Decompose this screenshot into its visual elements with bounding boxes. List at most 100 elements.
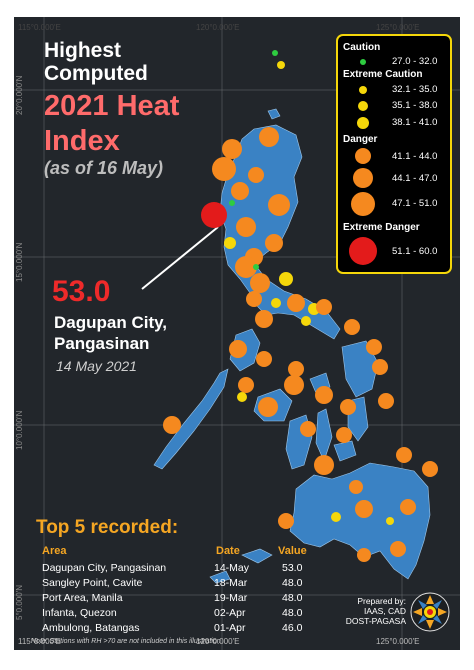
title-line-1: Highest [44, 39, 122, 62]
station-marker-extreme-caution [301, 316, 311, 326]
map-frame: 115°0.000'E 120°0.000'E 125°0.000'E 115°… [14, 17, 460, 650]
station-marker-extreme-caution [279, 272, 293, 286]
tick-bottom-115: 115°0.000'E [18, 637, 61, 646]
station-marker-danger [231, 182, 249, 200]
station-marker-danger [390, 541, 406, 557]
station-marker-danger [250, 273, 270, 293]
station-marker-danger [378, 393, 394, 409]
prepared-line-3: DOST-PAGASA [345, 616, 406, 626]
tick-left-5: 5°0.000'N [15, 585, 24, 620]
prepared-by: Prepared by: IAAS, CAD DOST-PAGASA [332, 596, 406, 626]
station-marker-danger [357, 548, 371, 562]
tick-left-10: 10°0.000'N [15, 410, 24, 450]
prepared-line-2: IAAS, CAD [363, 606, 406, 616]
legend-caution-range: 27.0 - 32.0 [392, 56, 438, 67]
station-marker-extreme-caution [237, 392, 247, 402]
legend-extreme-caution-range-2: 35.1 - 38.0 [392, 100, 438, 111]
highlight-location-line-1: Dagupan City, [54, 313, 168, 332]
station-marker-danger [236, 217, 256, 237]
land-palawan [153, 368, 229, 470]
station-marker-extreme-caution [271, 298, 281, 308]
station-marker-danger [246, 291, 262, 307]
pointer-line [141, 226, 219, 290]
top5-row-2-area: Sangley Point, Cavite [42, 577, 143, 589]
legend-extreme-danger-title: Extreme Danger [343, 222, 420, 233]
top5-row-3-date: 19-Mar [214, 592, 248, 604]
station-marker-danger [340, 399, 356, 415]
legend-danger-swatch-1 [355, 148, 371, 164]
top5-row-1-date: 14-May [214, 562, 250, 574]
station-marker-danger [288, 361, 304, 377]
land-samar [341, 340, 379, 398]
top5-header-area: Area [42, 545, 67, 557]
station-marker-extreme-caution [331, 512, 341, 522]
station-marker-danger [229, 340, 247, 358]
station-marker-danger [256, 351, 272, 367]
legend-danger-range-2: 44.1 - 47.0 [392, 173, 438, 184]
map-canvas [14, 17, 460, 650]
title-line-3: 2021 Heat [44, 90, 180, 122]
legend-extreme-caution-swatch-3 [357, 117, 369, 129]
pagasa-logo-icon [410, 592, 450, 632]
station-marker-danger [287, 294, 305, 312]
legend-danger-title: Danger [343, 134, 378, 145]
station-marker-caution [272, 50, 278, 56]
station-marker-danger [366, 339, 382, 355]
top5-row-5-area: Ambulong, Batangas [42, 622, 140, 634]
highlight-location-line-2: Pangasinan [54, 334, 150, 353]
highlight-value: 53.0 [52, 275, 111, 308]
station-marker-danger [258, 397, 278, 417]
top5-header-date: Date [216, 545, 240, 557]
top5-header-value: Value [278, 545, 307, 557]
legend: Caution 27.0 - 32.0 Extreme Caution 32.1… [336, 34, 452, 274]
land-bohol [333, 440, 357, 462]
land-cebu [315, 408, 333, 462]
tick-bottom-125: 125°0.000'E [376, 637, 420, 646]
station-marker-danger [400, 499, 416, 515]
station-marker-danger [315, 386, 333, 404]
station-marker-danger [238, 377, 254, 393]
station-marker-danger [349, 480, 363, 494]
station-marker-danger [316, 299, 332, 315]
station-marker-extreme-caution [386, 517, 394, 525]
legend-extreme-caution-swatch-1 [359, 86, 367, 94]
land-babuyan [267, 108, 281, 120]
station-markers [163, 50, 438, 562]
station-marker-danger [300, 421, 316, 437]
top5-row-2-date: 18-Mar [214, 577, 248, 589]
station-marker-danger [235, 256, 257, 278]
top5-row-1-value: 53.0 [282, 562, 303, 574]
top5-row-1-area: Dagupan City, Pangasinan [42, 562, 167, 574]
land-sulu [241, 548, 273, 564]
tick-top-125: 125°0.000'E [376, 23, 420, 32]
station-marker-danger [163, 416, 181, 434]
station-marker-danger [396, 447, 412, 463]
prepared-line-1: Prepared by: [357, 596, 406, 606]
station-marker-danger [265, 234, 283, 252]
top5-row-3-area: Port Area, Manila [42, 592, 123, 604]
station-marker-danger [248, 167, 264, 183]
station-marker-danger [255, 310, 273, 328]
station-marker-extreme-caution [277, 61, 285, 69]
tick-top-115: 115°0.000'E [18, 23, 61, 32]
legend-caution-title: Caution [343, 42, 381, 53]
tick-bottom-120: 120°0.000'E [196, 637, 240, 646]
tick-left-20: 20°0.000'N [15, 75, 24, 115]
top5-title: Top 5 recorded: [36, 517, 179, 538]
legend-extreme-caution-range-1: 32.1 - 35.0 [392, 84, 438, 95]
station-marker-caution [253, 264, 259, 270]
station-marker-danger [344, 319, 360, 335]
legend-extreme-caution-range-3: 38.1 - 41.0 [392, 117, 438, 128]
legend-extreme-caution-swatch-2 [358, 101, 368, 111]
station-marker-caution [229, 200, 235, 206]
top5-row-4-date: 02-Apr [214, 607, 246, 619]
top5-row-4-area: Infanta, Quezon [42, 607, 117, 619]
highlight-date: 14 May 2021 [56, 358, 137, 374]
title-subtitle: (as of 16 May) [44, 158, 164, 178]
station-marker-extreme-danger [201, 202, 227, 228]
station-marker-danger [259, 127, 279, 147]
station-marker-danger [212, 157, 236, 181]
station-marker-danger [284, 375, 304, 395]
station-marker-danger [278, 513, 294, 529]
title-line-4: Index [44, 125, 120, 157]
